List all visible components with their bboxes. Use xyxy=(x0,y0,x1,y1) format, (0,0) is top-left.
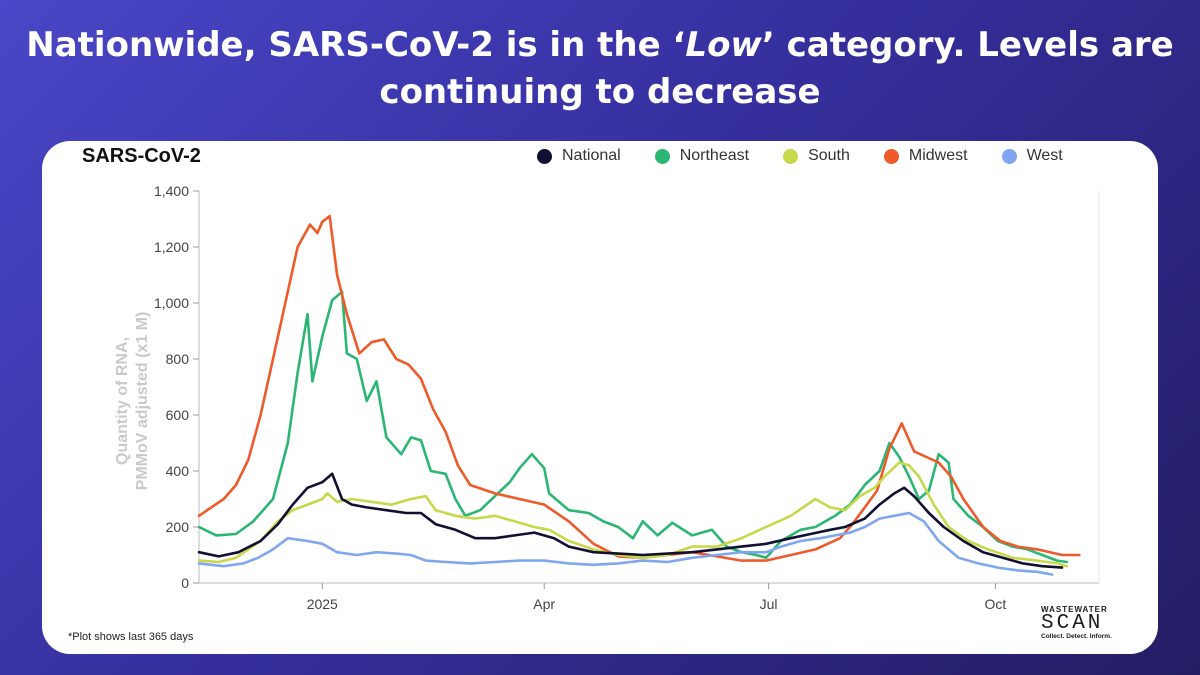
x-tick-label: Oct xyxy=(985,596,1007,612)
logo-line-2: SCAN xyxy=(1041,612,1104,635)
chart-plot: Quantity of RNA, PMMoV adjusted (x1 M) 0… xyxy=(114,183,1100,612)
series-line-south xyxy=(197,461,1069,568)
headline-text-b: ’ category. Levels are xyxy=(761,25,1174,65)
y-tick-label: 1,000 xyxy=(154,295,189,311)
y-tick-label: 1,200 xyxy=(154,239,189,255)
legend-dot-northeast xyxy=(654,148,670,164)
chart-legend: National Northeast South Midwest West xyxy=(537,144,1097,168)
slide-headline: Nationwide, SARS-CoV-2 is in the ‘Low’ c… xyxy=(0,22,1200,116)
headline-line-2: continuing to decrease xyxy=(379,72,821,112)
legend-item-south[interactable]: South xyxy=(783,147,850,165)
y-tick-label: 0 xyxy=(181,575,189,591)
legend-item-west[interactable]: West xyxy=(1001,147,1063,165)
headline-emphasis: Low xyxy=(685,25,762,65)
y-axis-title-line-1: Quantity of RNA, xyxy=(114,337,131,465)
legend-dot-west xyxy=(1001,148,1017,164)
logo-tagline: Collect. Detect. Inform. xyxy=(1041,633,1112,640)
legend-dot-national xyxy=(537,148,552,164)
legend-label-northeast: Northeast xyxy=(679,147,750,164)
y-tick-label: 600 xyxy=(166,407,190,423)
chart-title: SARS-CoV-2 xyxy=(82,145,201,167)
y-tick-label: 1,400 xyxy=(154,183,189,199)
logo-line-1: WASTEWATER xyxy=(1041,605,1108,614)
y-axis-title-line-2: PMMoV adjusted (x1 M) xyxy=(134,312,151,491)
y-tick-label: 800 xyxy=(166,351,190,367)
x-tick-label: Apr xyxy=(533,596,555,612)
series-line-west xyxy=(197,511,1054,576)
x-tick-label: Jul xyxy=(760,596,778,612)
footnote: *Plot shows last 365 days xyxy=(68,631,194,643)
y-tick-label: 400 xyxy=(166,463,190,479)
series-line-midwest xyxy=(197,214,1081,562)
legend-label-national: National xyxy=(562,147,621,164)
legend-item-midwest[interactable]: Midwest xyxy=(883,147,968,165)
series-line-national xyxy=(197,472,1064,569)
y-axis-title: Quantity of RNA, PMMoV adjusted (x1 M) xyxy=(114,312,151,491)
legend-label-midwest: Midwest xyxy=(908,147,968,164)
chart-card: SARS-CoV-2 National Northeast South Midw… xyxy=(42,141,1158,654)
x-tick-label: 2025 xyxy=(307,596,338,612)
legend-dot-midwest xyxy=(883,148,899,164)
legend-dot-south xyxy=(783,148,799,164)
legend-label-south: South xyxy=(808,147,850,164)
legend-item-northeast[interactable]: Northeast xyxy=(654,147,750,165)
y-tick-label: 200 xyxy=(166,519,190,535)
headline-line-1: Nationwide, SARS-CoV-2 is in the ‘Low’ c… xyxy=(0,22,1200,69)
wastewater-scan-logo: WASTEWATER SCAN Collect. Detect. Inform. xyxy=(1041,605,1112,640)
legend-item-national[interactable]: National xyxy=(537,147,621,165)
legend-label-west: West xyxy=(1026,147,1063,164)
headline-text-a: Nationwide, SARS-CoV-2 is in the ‘ xyxy=(26,25,686,65)
